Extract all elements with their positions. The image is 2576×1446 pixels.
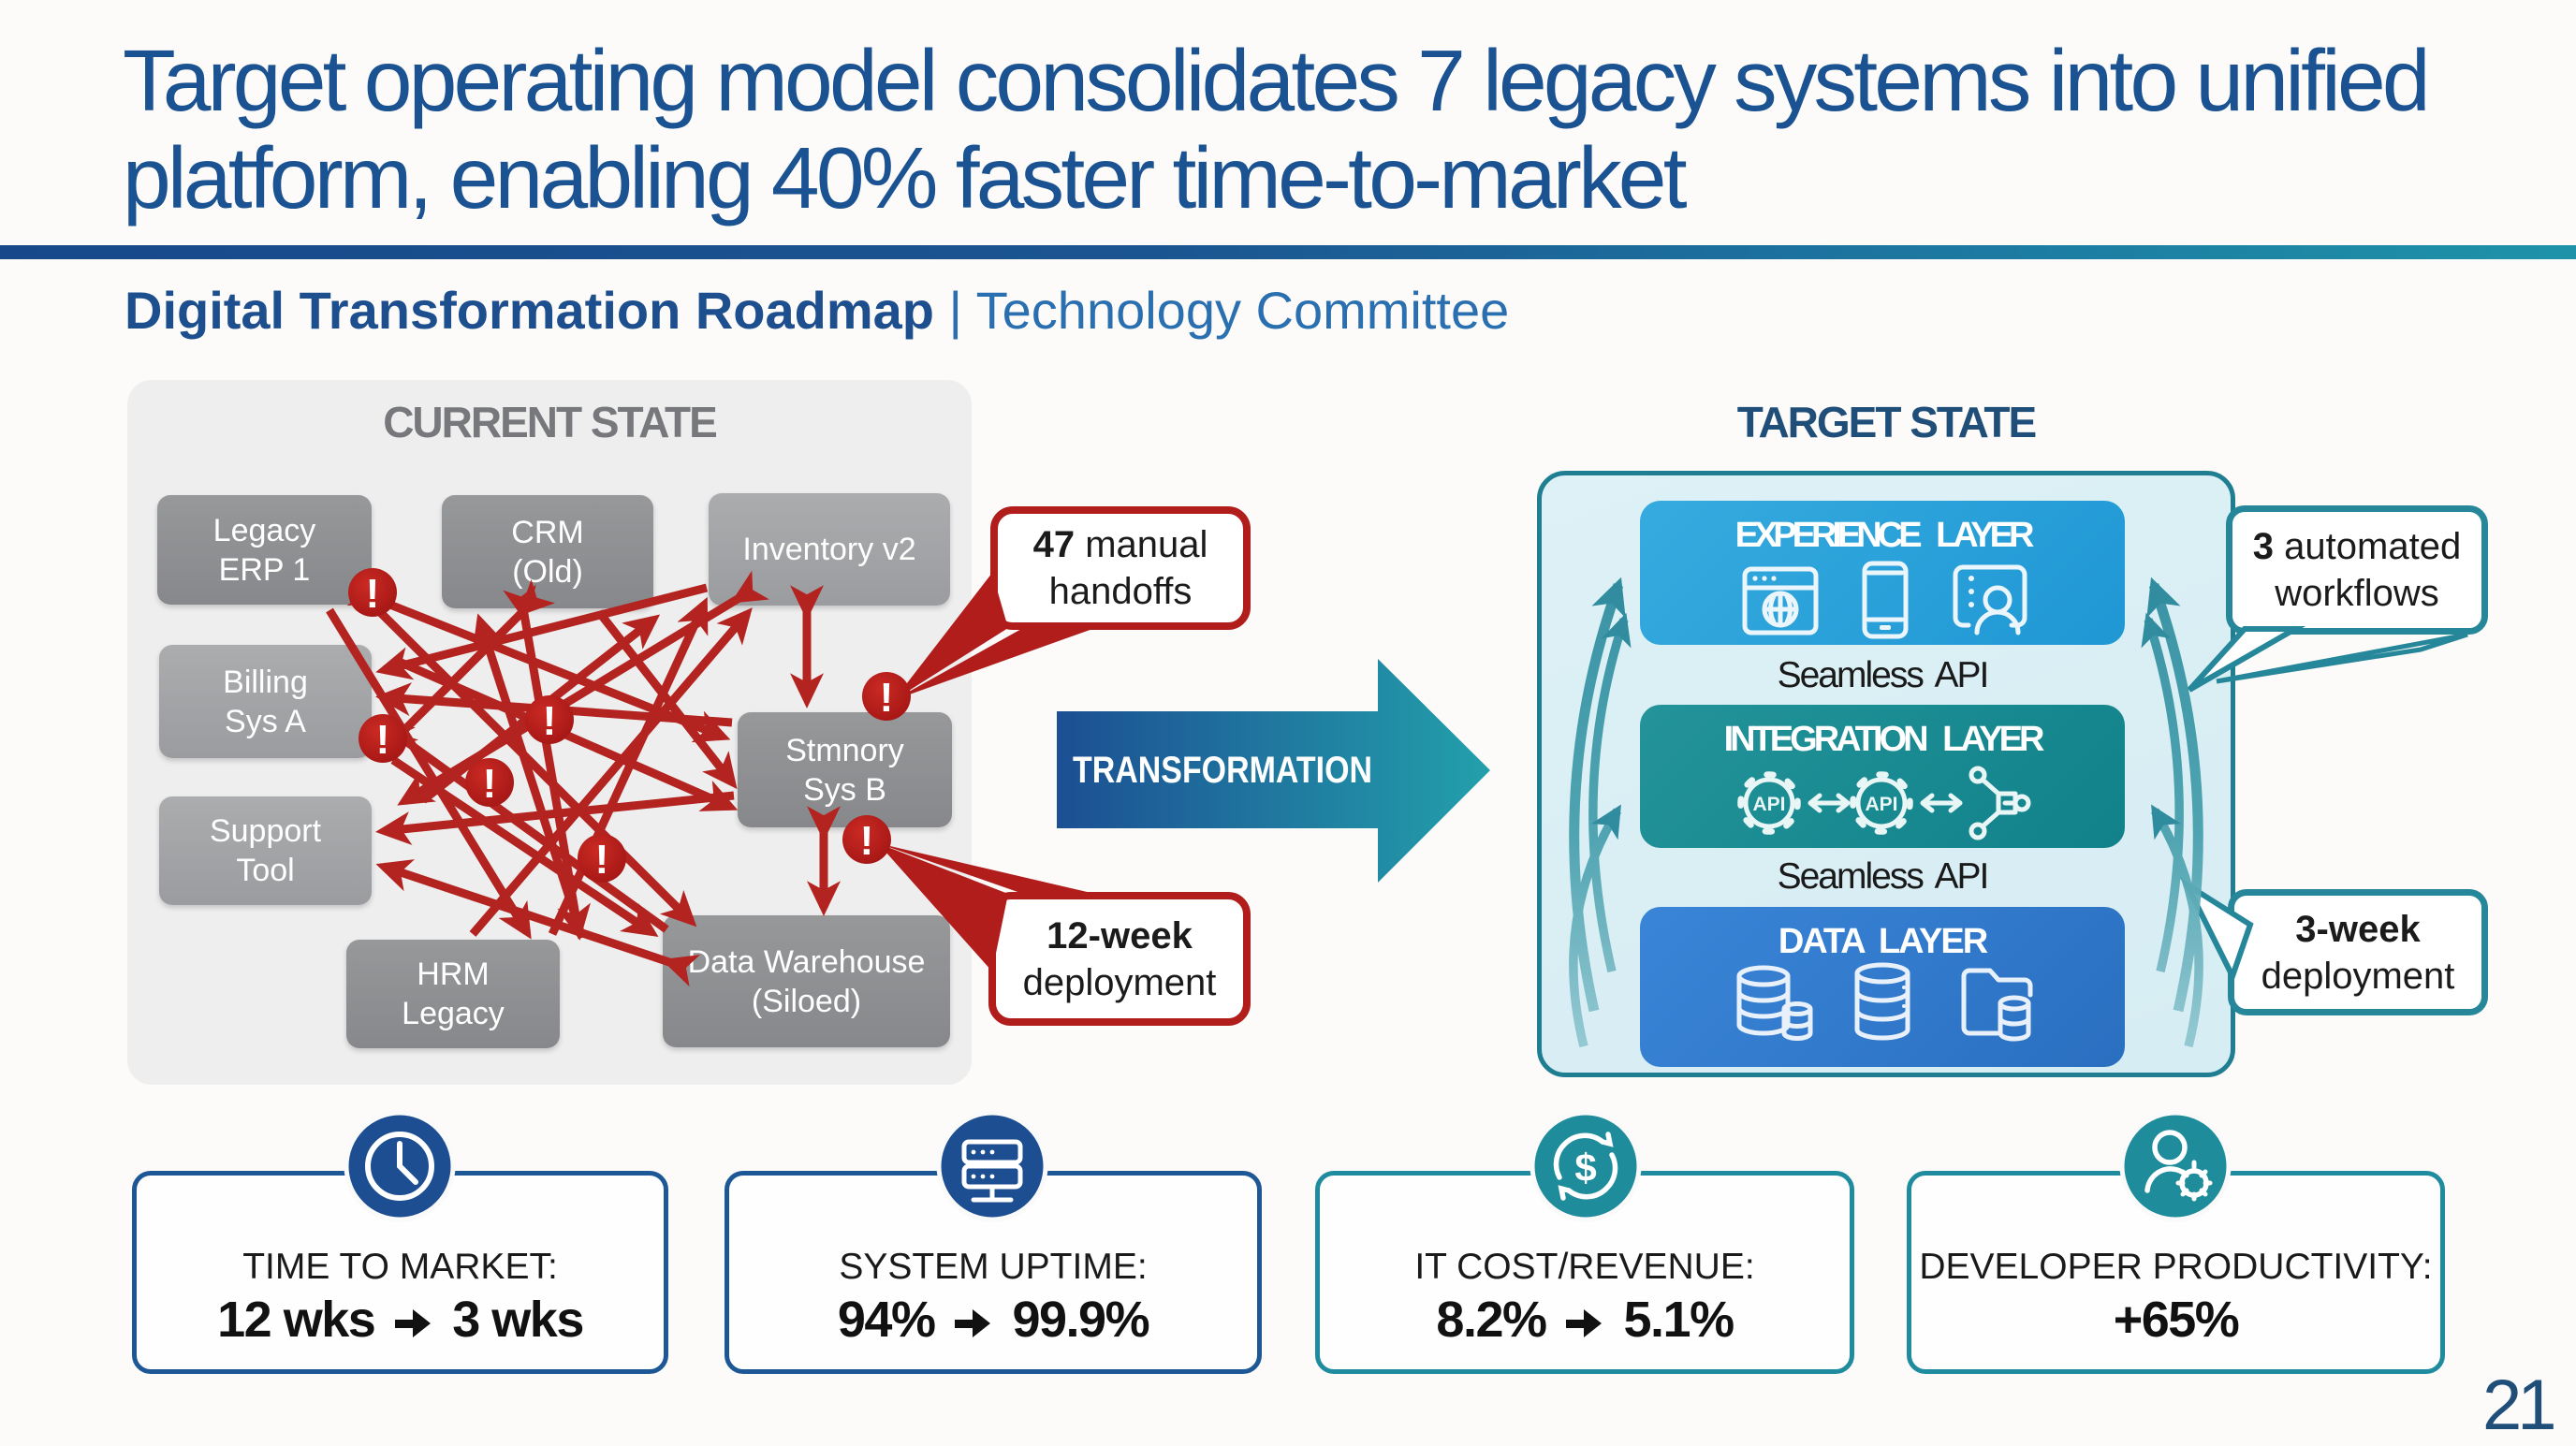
svg-text:!: ! bbox=[366, 571, 380, 617]
svg-text:!: ! bbox=[543, 698, 557, 744]
svg-text:!: ! bbox=[860, 818, 874, 864]
svg-text:API: API bbox=[1865, 794, 1897, 815]
svg-text:$: $ bbox=[1574, 1146, 1596, 1190]
svg-text:!: ! bbox=[880, 675, 894, 721]
svg-text:TRANSFORMATION: TRANSFORMATION bbox=[1073, 750, 1372, 791]
svg-text:!: ! bbox=[376, 717, 390, 763]
svg-text:API: API bbox=[1752, 794, 1785, 815]
svg-text:!: ! bbox=[483, 761, 497, 807]
svg-text:!: ! bbox=[595, 837, 609, 883]
